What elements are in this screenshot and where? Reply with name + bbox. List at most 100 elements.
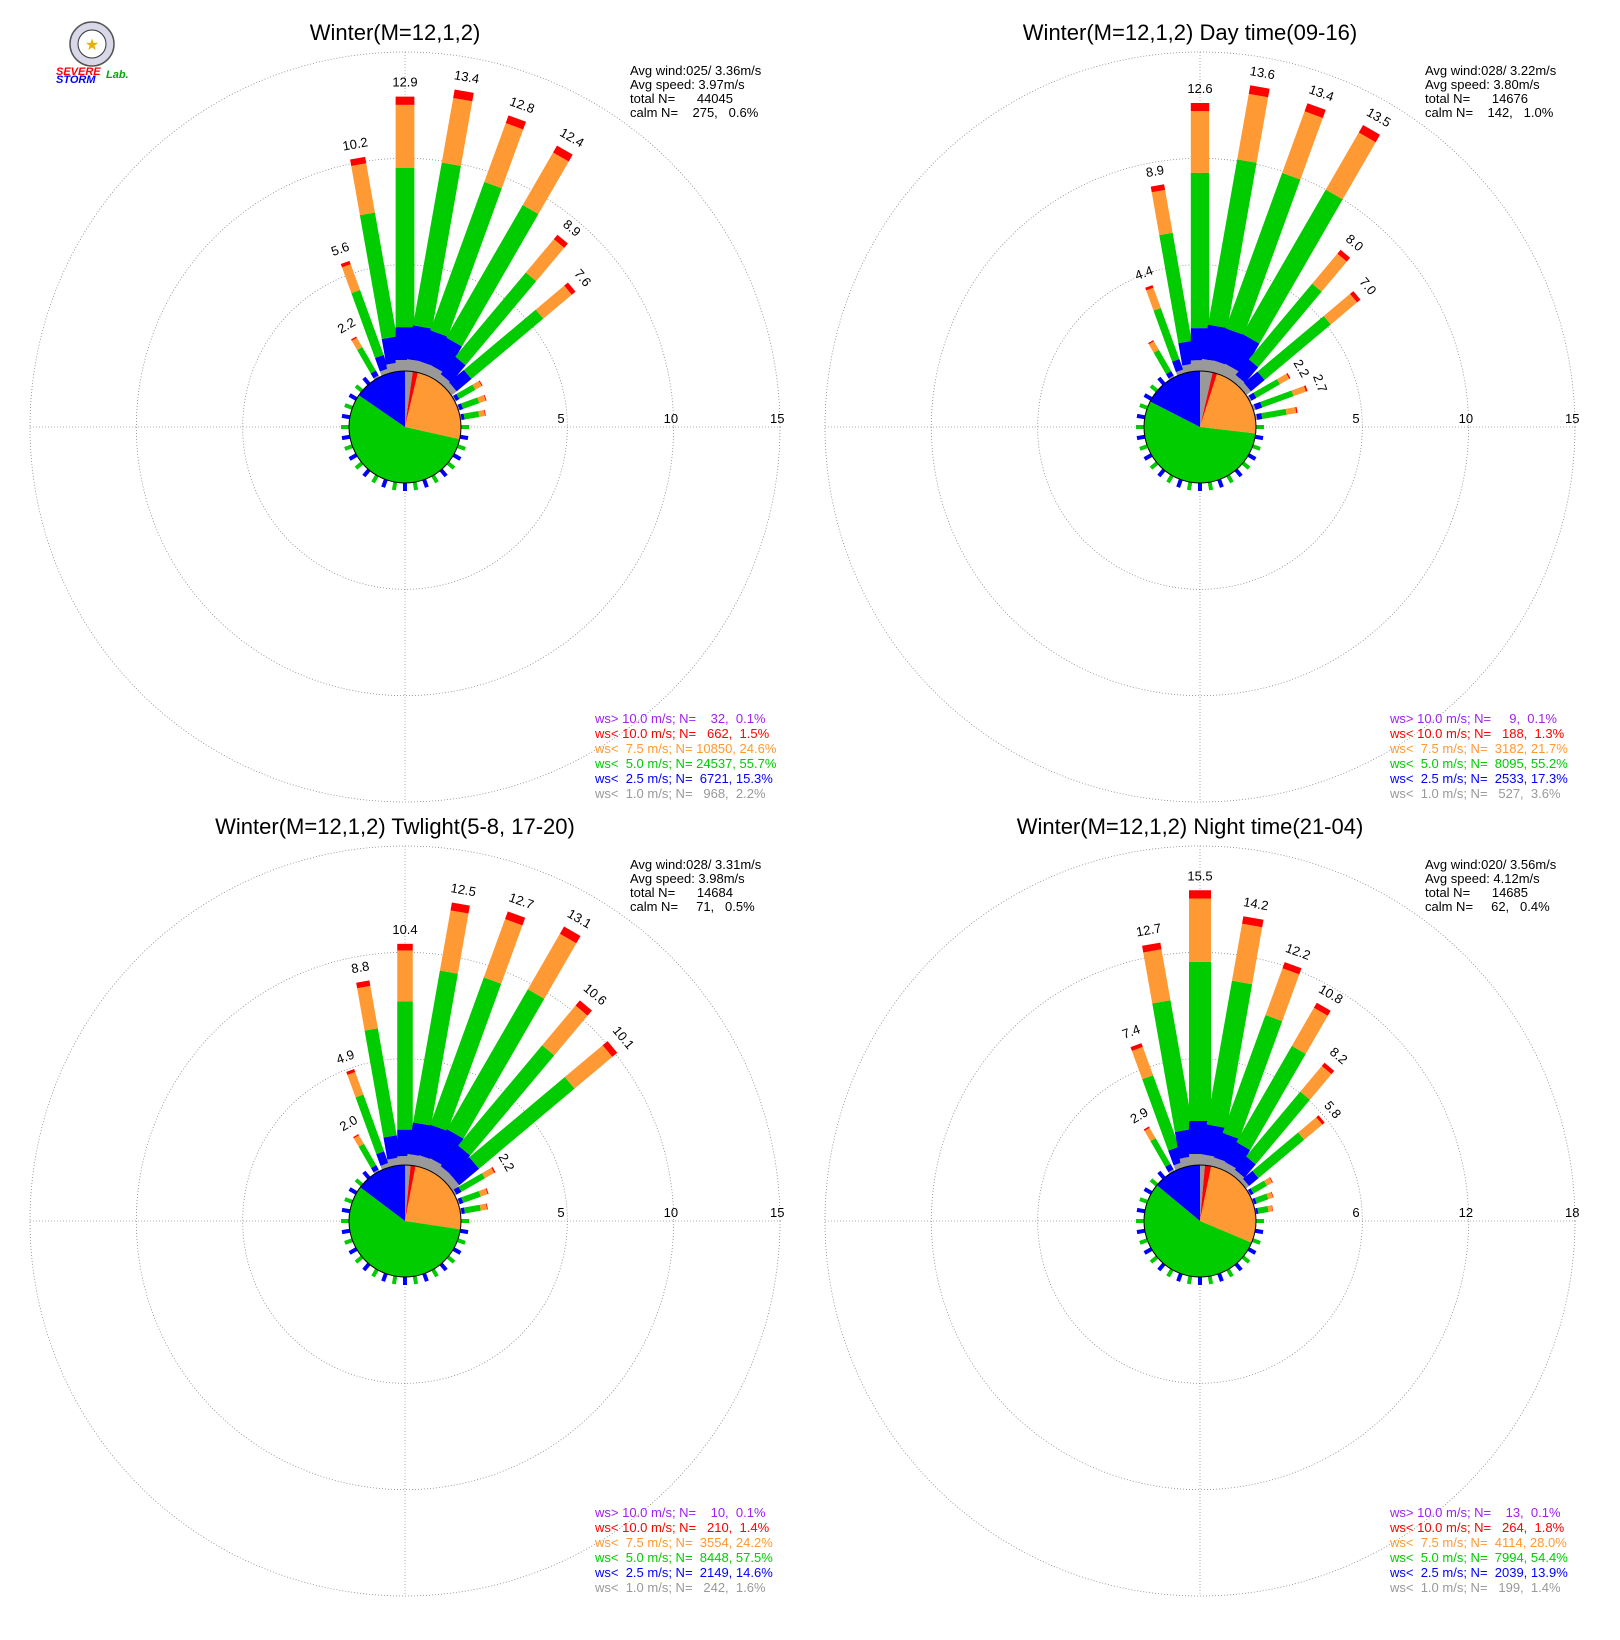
spoke-total-label: 2.2 [335,314,358,336]
spoke-segment-green [1246,1091,1310,1165]
spoke-segment-orange [351,337,363,351]
spoke-segment-orange [441,97,473,166]
minor-direction-bar [362,1262,371,1272]
center-pie-slice [349,1187,461,1277]
spoke-segment-red [340,260,351,268]
spoke-segment-gray [1199,1154,1222,1168]
spoke-total-label: 13.1 [565,906,594,932]
range-ring [824,51,1576,803]
spoke-segment-green [1153,307,1180,362]
spoke-segment-orange [477,395,486,404]
spoke-segment-red [1286,373,1291,379]
minor-direction-bar [341,434,351,441]
spoke-segment-green [1159,232,1192,344]
center-pie-slice [1156,1165,1200,1221]
spoke-segment-blue [1172,358,1184,373]
spoke-total-label: 2.0 [337,1112,360,1134]
stats-line: calm N= 62, 0.4% [1425,899,1550,914]
minor-direction-bar [344,1238,354,1245]
stats-line: Avg speed: 3.80m/s [1425,77,1540,92]
spoke-segment-blue [1174,1128,1198,1159]
spoke-segment-gray [1200,358,1222,374]
spoke-segment-blue [430,337,462,374]
spoke-segment-blue [1247,1188,1254,1196]
spoke-segment-red [553,234,568,248]
minor-direction-bar [459,1228,469,1235]
center-pie-slice [405,1166,462,1230]
legend-entry: ws< 1.0 m/s; N= 968, 2.2% [594,786,766,801]
spoke-total-label: 2.2 [496,1151,518,1174]
minor-direction-bar [1254,1228,1264,1235]
center-pie-outline [1143,370,1257,484]
lab-logo: ★ SEVERE STORM Lab. [56,21,129,86]
spoke-segment-blue [1178,340,1196,366]
minor-direction-bar [1241,1255,1251,1264]
legend-entry: ws< 2.5 m/s; N= 2039, 13.9% [1389,1565,1568,1580]
minor-direction-bar [1149,384,1159,393]
spoke-segment-gray [434,1166,453,1184]
spoke-segment-red [453,89,474,102]
range-ring [1037,1058,1363,1384]
minor-direction-bar [1186,481,1193,491]
legend-entry: ws< 5.0 m/s; N= 7994, 54.4% [1389,1550,1568,1565]
center-pie-slice [405,371,418,427]
spoke-segment-green [461,1190,481,1203]
ring-label: 5 [1352,411,1359,426]
spoke-segment-blue [460,1207,466,1215]
spoke-segment-red [564,282,576,295]
spoke-segment-orange [1312,253,1347,292]
spoke-segment-gray [1175,369,1185,376]
minor-direction-bar [456,1238,466,1245]
spoke-segment-blue [453,393,460,401]
minor-direction-bar [1226,1268,1234,1278]
logo-text-severe: SEVERE [56,66,101,78]
spoke-total-label: 2.7 [1310,372,1330,394]
legend-entry: ws< 10.0 m/s; N= 188, 1.3% [1389,726,1565,741]
spoke-segment-green [1252,1132,1305,1179]
legend-entry: ws< 7.5 m/s; N= 3182, 21.7% [1389,741,1568,756]
spoke-segment-orange [1276,373,1290,385]
spoke-segment-orange [1300,1066,1332,1100]
center-pie-slice [1150,371,1200,427]
minor-direction-bar [452,453,462,461]
spoke-segment-green [430,977,502,1131]
minor-direction-bar [1207,1275,1214,1285]
minor-direction-bar [1241,461,1251,470]
spoke-segment-orange [1325,132,1376,200]
minor-direction-bar [439,468,448,478]
spoke-total-label: 12.9 [392,75,417,90]
spoke-segment-blue [1165,371,1174,379]
spoke-total-label: 10.2 [341,134,369,153]
minor-direction-bar [1254,434,1264,441]
minor-direction-bar [391,481,398,491]
minor-direction-bar [381,478,388,488]
spoke-segment-green [1254,1193,1269,1204]
spoke-segment-orange [522,152,569,215]
center-pie-slice [405,1165,416,1221]
minor-direction-bar [1217,478,1224,488]
windrose-panel-3: 5 10 15 2.0 4.9 8.8 10.4 12.5 12.7 13.1 10.610.1 2.… [29,814,784,1597]
spoke-segment-gray [435,373,452,389]
minor-direction-bar [422,1272,429,1282]
spoke-segment-orange [483,919,523,984]
minor-direction-bar [371,474,379,484]
spoke-total-label: 2.9 [1127,1104,1150,1126]
spoke-segment-blue [370,370,379,379]
spoke-segment-gray [1173,1161,1187,1171]
spoke-segment-blue [453,1186,462,1195]
minor-direction-bar [1143,1247,1153,1255]
stats-line: total N= 44045 [630,91,733,106]
spoke-total-label: 8.2 [1327,1044,1350,1067]
spoke-segment-blue [1234,1156,1256,1178]
spoke-segment-blue [1224,1141,1251,1170]
stats-line: calm N= 275, 0.6% [630,105,759,120]
spoke-segment-green [1250,1180,1268,1194]
minor-direction-bar [354,1178,364,1187]
minor-direction-bar [1136,434,1146,441]
spoke-segment-red [602,1041,618,1057]
ring-label: 10 [664,411,678,426]
spoke-segment-green [1225,172,1301,335]
spoke-segment-green [463,411,480,420]
spoke-segment-blue [1202,324,1228,363]
spoke-segment-gray [405,1153,426,1168]
